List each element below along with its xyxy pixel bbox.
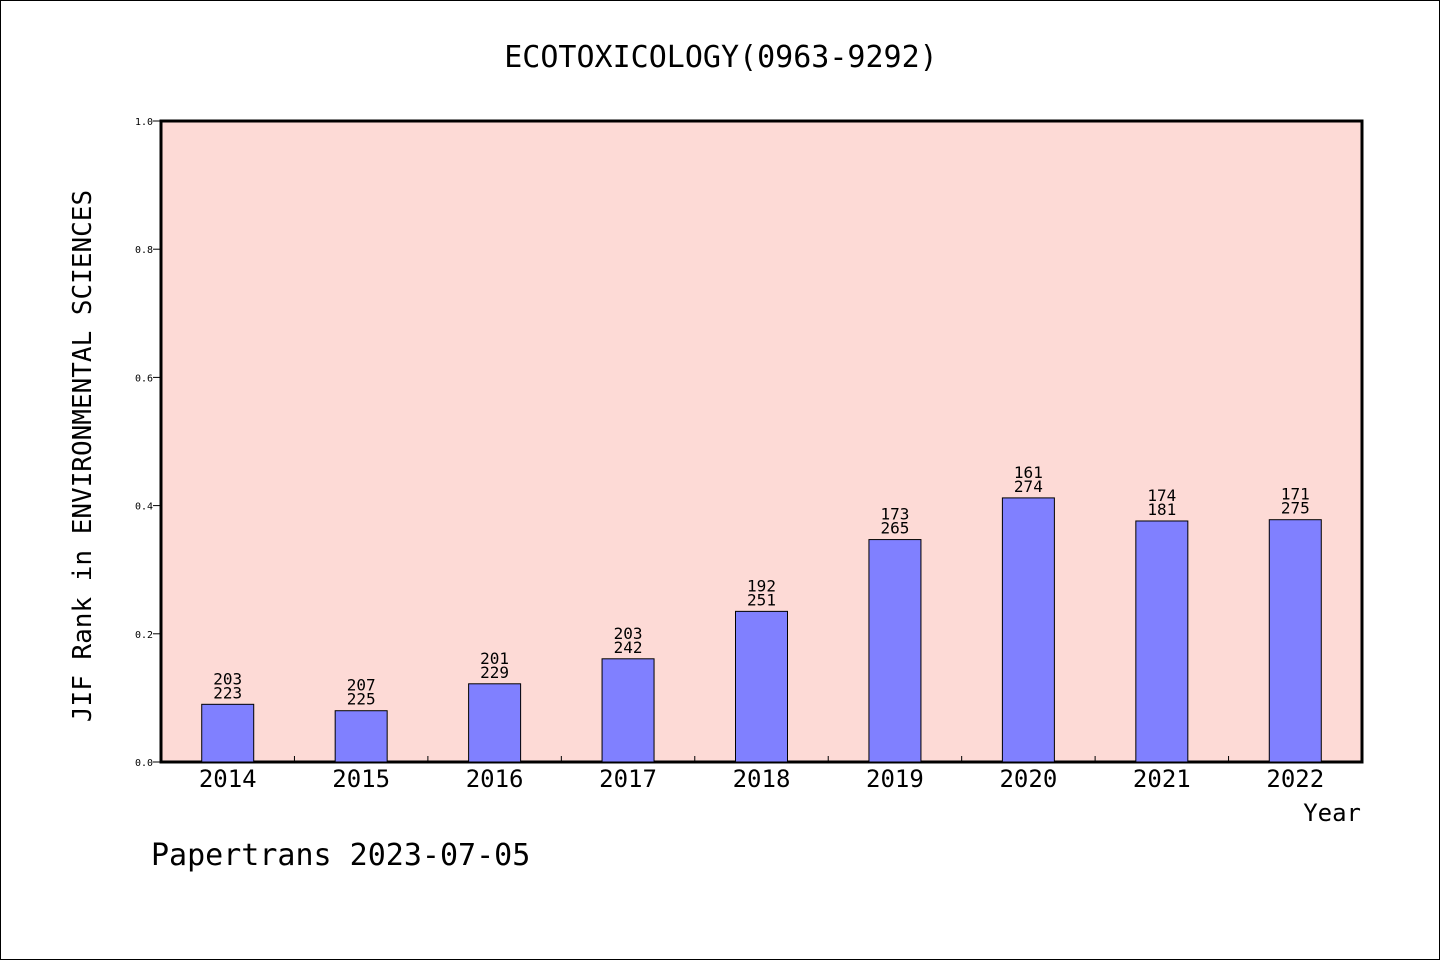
tick-layer: 0.0 0.2 0.4 0.6 0.8 1.0 <box>135 117 1230 769</box>
bar <box>468 683 522 763</box>
bar-total-label: 229 <box>480 663 509 682</box>
x-tick-label: 2014 <box>199 765 257 793</box>
x-tick-label: 2016 <box>466 765 524 793</box>
x-tick-label: 2017 <box>599 765 657 793</box>
bar <box>1001 497 1055 763</box>
bar-rank-label: 173 <box>880 505 909 524</box>
bar-rank-label: 203 <box>213 669 242 688</box>
bar-total-label: 223 <box>213 683 242 702</box>
watermark-text: Papertrans 2023-07-05 <box>151 838 530 873</box>
y-tick-label: 0.8 <box>135 245 153 256</box>
bar-total-label: 275 <box>1281 499 1310 518</box>
x-tick-label: 2021 <box>1133 765 1191 793</box>
bar-layer: 2032232014207225201520122920162032422017… <box>199 463 1324 793</box>
x-tick-label: 2018 <box>733 765 791 793</box>
x-tick-label: 2019 <box>866 765 924 793</box>
bar-total-label: 181 <box>1147 500 1176 519</box>
y-tick-label: 0.4 <box>135 502 153 513</box>
x-tick-label: 2015 <box>332 765 390 793</box>
y-tick-label: 0.6 <box>135 373 153 384</box>
chart-title: ECOTOXICOLOGY(0963-9292) <box>504 40 937 75</box>
bar-rank-label: 192 <box>747 576 776 595</box>
bar <box>1135 520 1189 763</box>
bar <box>1268 519 1322 763</box>
bar-total-label: 265 <box>880 519 909 538</box>
bar-total-label: 242 <box>614 638 643 657</box>
bar-rank-label: 161 <box>1014 463 1043 482</box>
bar <box>201 703 255 763</box>
bar <box>601 658 655 763</box>
bar-rank-label: 203 <box>614 624 643 643</box>
bar-total-label: 251 <box>747 590 776 609</box>
bar-total-label: 274 <box>1014 477 1043 496</box>
bar-rank-label: 174 <box>1147 486 1176 505</box>
bar <box>334 710 388 763</box>
y-tick-label: 0.2 <box>135 630 153 641</box>
x-tick-label: 2020 <box>999 765 1057 793</box>
y-tick-label: 0.0 <box>135 758 153 769</box>
x-axis-label: Year <box>1303 799 1361 827</box>
bar <box>868 539 922 763</box>
bar-rank-label: 171 <box>1281 485 1310 504</box>
x-tick-label: 2022 <box>1266 765 1324 793</box>
y-tick-label: 1.0 <box>135 117 153 128</box>
bar <box>735 610 788 763</box>
y-axis-label: JIF Rank in ENVIRONMENTAL SCIENCES <box>68 190 98 722</box>
bar-rank-label: 201 <box>480 649 509 668</box>
bar-total-label: 225 <box>347 690 376 709</box>
bar-rank-label: 207 <box>347 676 376 695</box>
